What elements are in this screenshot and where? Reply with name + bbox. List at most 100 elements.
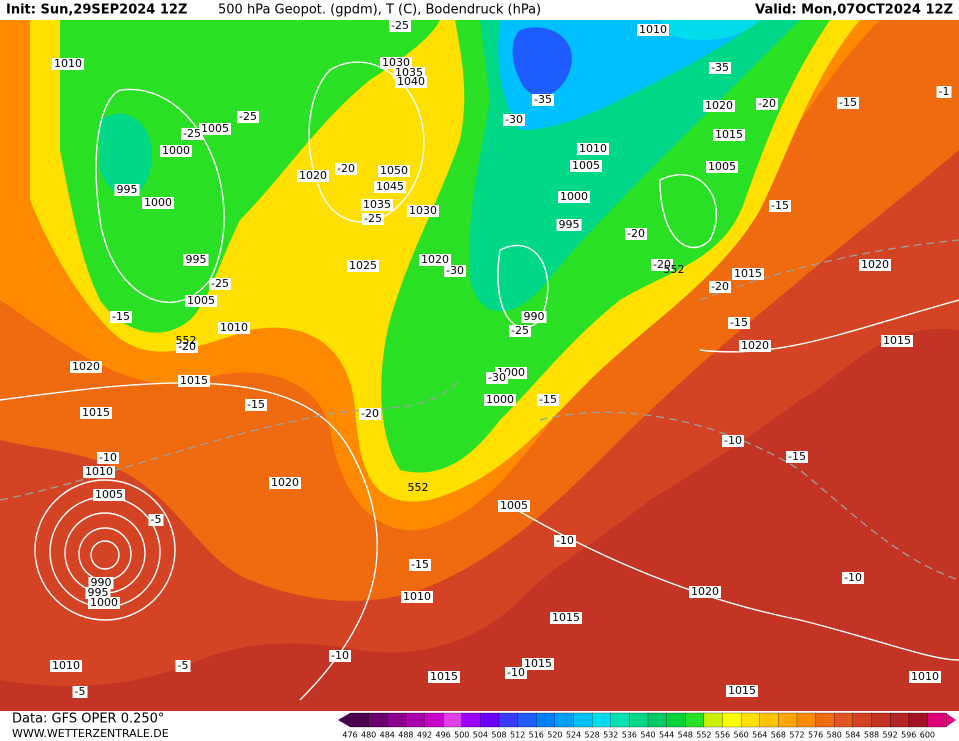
- pressure-label: 1020: [419, 253, 451, 266]
- pressure-label: 1005: [93, 488, 125, 501]
- temperature-label-box: [509, 325, 531, 337]
- legend-swatch: [796, 712, 817, 728]
- pressure-label-text: 1020: [691, 585, 719, 598]
- temperature-label-box: [389, 20, 411, 32]
- pressure-label-text: 1000: [486, 393, 514, 406]
- temperature-label-box: [709, 281, 731, 293]
- pressure-label-text: 1010: [403, 590, 431, 603]
- legend-swatch: [442, 712, 463, 728]
- temperature-label-text: -5: [75, 685, 86, 698]
- temperature-label: -5: [175, 659, 191, 672]
- pressure-label-text: 1020: [861, 258, 889, 271]
- temperature-label-box: [554, 535, 576, 547]
- pressure-label-text: 1020: [271, 476, 299, 489]
- pressure-label-text: 990: [524, 310, 545, 323]
- pressure-label-text: 1015: [728, 684, 756, 697]
- legend-label: 524: [566, 731, 581, 740]
- temperature-label-text: -30: [446, 264, 464, 277]
- pressure-label-box: [556, 219, 582, 231]
- temperature-label-box: [722, 435, 744, 447]
- legend-swatch: [461, 712, 482, 728]
- legend-swatch: [889, 712, 910, 728]
- pressure-label-text: 1030: [382, 56, 410, 69]
- temperature-label: -20: [359, 407, 381, 420]
- legend-swatch: [536, 712, 556, 728]
- temperature-label-text: -20: [337, 162, 355, 175]
- legend-label: 484: [380, 731, 395, 740]
- pressure-label: 1015: [550, 611, 582, 624]
- height-label: 552: [664, 263, 685, 276]
- pressure-label-box: [218, 322, 250, 334]
- legend-swatch: [852, 712, 873, 728]
- temperature-label: -30: [503, 113, 525, 126]
- pressure-label-text: 1050: [380, 164, 408, 177]
- pressure-label: 1040: [395, 75, 427, 88]
- pressure-label: 1020: [739, 339, 771, 352]
- pressure-label-box: [374, 181, 406, 193]
- pressure-label-box: [713, 129, 745, 141]
- legend-label: 596: [901, 731, 916, 740]
- pressure-label: 1015: [713, 128, 745, 141]
- map-labels: 1010 1005 1000 995 1000 995 1005 1010 1020 1015 10…: [50, 19, 952, 698]
- legend-label: 572: [789, 731, 804, 740]
- pressure-label-text: 1015: [715, 128, 743, 141]
- pressure-label-box: [522, 658, 554, 670]
- pressure-label: 1000: [160, 144, 192, 157]
- pressure-label-text: 1015: [524, 657, 552, 670]
- temperature-label-box: [936, 86, 952, 98]
- pressure-label-text: 1015: [734, 267, 762, 280]
- temperature-label: -15: [786, 450, 808, 463]
- legend-arrow-left: [338, 713, 350, 727]
- temperature-label-text: -25: [211, 277, 229, 290]
- temperature-label-text: -5: [178, 659, 189, 672]
- temperature-label-box: [503, 114, 525, 126]
- pressure-label-box: [80, 407, 112, 419]
- temperature-label-text: -30: [505, 113, 523, 126]
- legend-label: 576: [808, 731, 823, 740]
- pressure-label: 1020: [269, 476, 301, 489]
- temperature-label: -25: [509, 324, 531, 337]
- legend-label: 488: [398, 731, 413, 740]
- pressure-label-text: 1020: [741, 339, 769, 352]
- pressure-label-text: 1045: [376, 180, 404, 193]
- legend-label: 568: [771, 731, 786, 740]
- legend-label: 500: [454, 731, 469, 740]
- pressure-label-text: 1035: [395, 66, 423, 79]
- pressure-label: 1030: [380, 56, 412, 69]
- pressure-label-box: [407, 205, 439, 217]
- pressure-label: 995: [85, 586, 111, 599]
- height-label-text: 552: [176, 334, 197, 347]
- temperature-label-text: -1: [939, 85, 950, 98]
- temperature-label: -20: [651, 258, 673, 271]
- legend-swatch: [573, 712, 593, 728]
- temperature-label: -5: [72, 685, 88, 698]
- pressure-label-text: 1005: [500, 499, 528, 512]
- temperature-label-box: [335, 163, 357, 175]
- temperature-label: -25: [389, 19, 411, 32]
- temperature-label-box: [756, 98, 778, 110]
- map: [0, 20, 959, 711]
- temperature-label-box: [842, 572, 864, 584]
- temperature-label: -25: [181, 127, 203, 140]
- pressure-label: 995: [556, 218, 582, 231]
- temperature-label-box: [786, 451, 808, 463]
- temperature-label: -30: [444, 264, 466, 277]
- pressure-label-box: [297, 170, 329, 182]
- pressure-label-text: 1040: [397, 75, 425, 88]
- legend-swatch: [927, 712, 947, 728]
- pressure-label-box: [401, 591, 433, 603]
- legend-swatch: [629, 712, 649, 728]
- legend-swatch: [517, 712, 537, 728]
- temperature-label-text: -30: [488, 371, 506, 384]
- pressure-label-box: [498, 500, 530, 512]
- pressure-label-box: [85, 587, 111, 599]
- legend-swatch: [591, 712, 612, 728]
- temperature-label: -20: [335, 162, 357, 175]
- pressure-label-text: 1005: [572, 159, 600, 172]
- temperature-label-text: -10: [724, 434, 742, 447]
- pressure-label-text: 1015: [430, 670, 458, 683]
- temperature-label-text: -35: [711, 61, 729, 74]
- legend-label: 476: [342, 731, 357, 740]
- pressure-label-box: [70, 361, 102, 373]
- pressure-label: 1010: [50, 659, 82, 672]
